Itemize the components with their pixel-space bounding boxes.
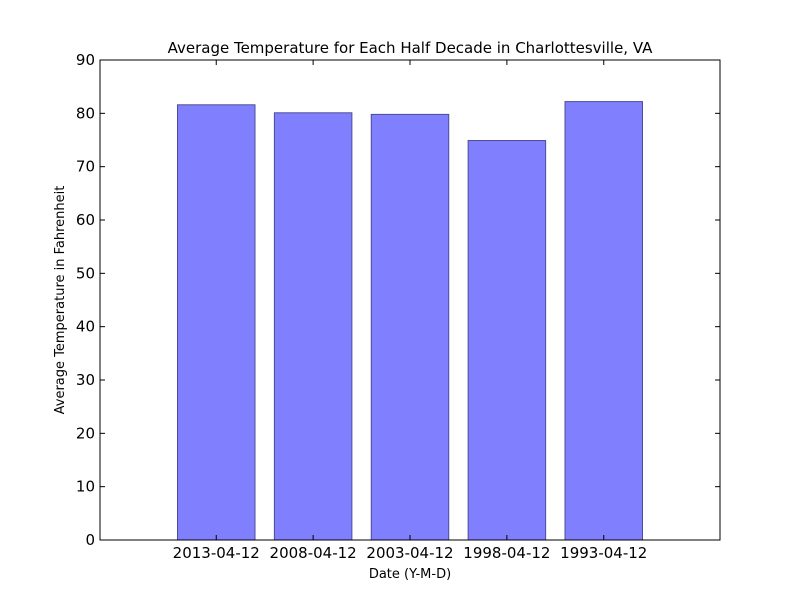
y-tick-label: 30 [76, 371, 95, 389]
y-tick-label: 20 [76, 424, 95, 442]
y-tick-label: 10 [76, 478, 95, 496]
y-tick-label: 0 [85, 531, 95, 549]
bar-2003-04-12 [370, 113, 450, 541]
x-tick-label: 2003-04-12 [366, 544, 453, 562]
bars-group [177, 101, 643, 541]
x-tick-label: 2013-04-12 [173, 544, 260, 562]
bar-1993-04-12 [564, 101, 643, 541]
y-tick-label: 60 [76, 211, 95, 229]
ticks-group: 2013-04-12 2008-04-12 2003-04-12 1998-04-12… [76, 51, 720, 562]
y-tick-label: 50 [76, 264, 95, 282]
y-tick-label: 80 [76, 104, 95, 122]
y-tick-label: 90 [76, 51, 95, 69]
chart-title: Average Temperature for Each Half Decade… [168, 39, 654, 57]
x-tick-label: 1998-04-12 [463, 544, 550, 562]
y-tick-label: 40 [76, 318, 95, 336]
y-axis-label: Average Temperature in Fahrenheit [53, 186, 68, 415]
bar-2013-04-12 [177, 104, 256, 541]
bar-2008-04-12 [273, 112, 353, 541]
plot-frame [99, 59, 721, 541]
x-tick-label: 1993-04-12 [560, 544, 647, 562]
y-tick-label: 70 [76, 158, 95, 176]
bar-1998-04-12 [467, 140, 547, 541]
x-tick-label: 2008-04-12 [270, 544, 357, 562]
x-axis-label: Date (Y-M-D) [369, 567, 451, 582]
